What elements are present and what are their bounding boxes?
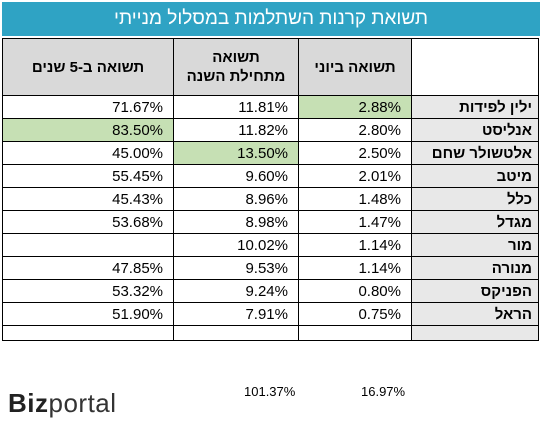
header-corner (411, 38, 539, 96)
five-year-cell: 71.67% (2, 95, 174, 119)
fund-name: אנליסט (411, 118, 539, 142)
table-title: תשואת קרנות השתלמות במסלול מנייתי (2, 2, 540, 36)
logo-bold-part: Biz (8, 388, 49, 418)
june-cell: 2.88% (298, 95, 412, 119)
table-row: 51.90% 7.91% 0.75% הראל (2, 302, 539, 326)
ytd-cell: 7.91% (173, 302, 299, 326)
empty-name-cell (411, 325, 539, 341)
empty-row (2, 325, 539, 341)
five-year-cell: 53.32% (2, 279, 174, 303)
empty-cell (2, 325, 174, 341)
five-year-cell: 83.50% (2, 118, 174, 142)
table-row: 10.02% 1.14% מור (2, 233, 539, 257)
june-cell: 2.80% (298, 118, 412, 142)
ytd-cell: 9.53% (173, 256, 299, 280)
fund-name: מגדל (411, 210, 539, 234)
five-year-cell: 47.85% (2, 256, 174, 280)
ytd-sum: 101.37% (244, 384, 296, 399)
june-cell: 0.80% (298, 279, 412, 303)
table-row: 53.68% 8.98% 1.47% מגדל (2, 210, 539, 234)
june-sum: 16.97% (361, 384, 406, 399)
ytd-cell: 11.81% (173, 95, 299, 119)
table-row: 55.45% 9.60% 2.01% מיטב (2, 164, 539, 188)
empty-cell (173, 325, 299, 341)
fund-name: מור (411, 233, 539, 257)
header-june: תשואה ביוני (298, 38, 412, 96)
june-cell: 1.14% (298, 233, 412, 257)
fund-name: אלטשולר שחם (411, 141, 539, 165)
table-row: 47.85% 9.53% 1.14% מנורה (2, 256, 539, 280)
table-row: 45.43% 8.96% 1.48% כלל (2, 187, 539, 211)
five-year-cell: 53.68% (2, 210, 174, 234)
five-year-cell: 51.90% (2, 302, 174, 326)
fund-name: מנורה (411, 256, 539, 280)
header-ytd: תשואה מתחילת השנה (173, 38, 299, 96)
june-cell: 2.01% (298, 164, 412, 188)
fund-name: הפניקס (411, 279, 539, 303)
table-row: 45.00% 13.50% 2.50% אלטשולר שחם (2, 141, 539, 165)
ytd-cell: 13.50% (173, 141, 299, 165)
header-row: תשואה ב-5 שנים תשואה מתחילת השנה תשואה בי… (2, 38, 539, 96)
header-ytd-line2: מתחילת השנה (186, 68, 286, 85)
ytd-cell: 9.24% (173, 279, 299, 303)
ytd-cell: 11.82% (173, 118, 299, 142)
five-year-cell: 45.00% (2, 141, 174, 165)
five-year-cell: 45.43% (2, 187, 174, 211)
five-year-cell: 55.45% (2, 164, 174, 188)
fund-name: ילין לפידות (411, 95, 539, 119)
june-cell: 1.48% (298, 187, 412, 211)
june-cell: 2.50% (298, 141, 412, 165)
ytd-cell: 9.60% (173, 164, 299, 188)
june-cell: 1.47% (298, 210, 412, 234)
returns-table: תשואה ב-5 שנים תשואה מתחילת השנה תשואה בי… (2, 38, 539, 341)
ytd-cell: 8.96% (173, 187, 299, 211)
five-year-cell (2, 233, 174, 257)
logo-regular-part: portal (48, 388, 117, 418)
table-row: 71.67% 11.81% 2.88% ילין לפידות (2, 95, 539, 119)
bizportal-logo: Bizportal (8, 388, 117, 418)
ytd-cell: 10.02% (173, 233, 299, 257)
header-ytd-line1: תשואה (212, 49, 260, 66)
table-row: 53.32% 9.24% 0.80% הפניקס (2, 279, 539, 303)
ytd-cell: 8.98% (173, 210, 299, 234)
june-cell: 0.75% (298, 302, 412, 326)
fund-name: כלל (411, 187, 539, 211)
fund-name: מיטב (411, 164, 539, 188)
empty-cell (298, 325, 412, 341)
table-row: 83.50% 11.82% 2.80% אנליסט (2, 118, 539, 142)
header-five-year: תשואה ב-5 שנים (2, 38, 174, 96)
june-cell: 1.14% (298, 256, 412, 280)
fund-name: הראל (411, 302, 539, 326)
